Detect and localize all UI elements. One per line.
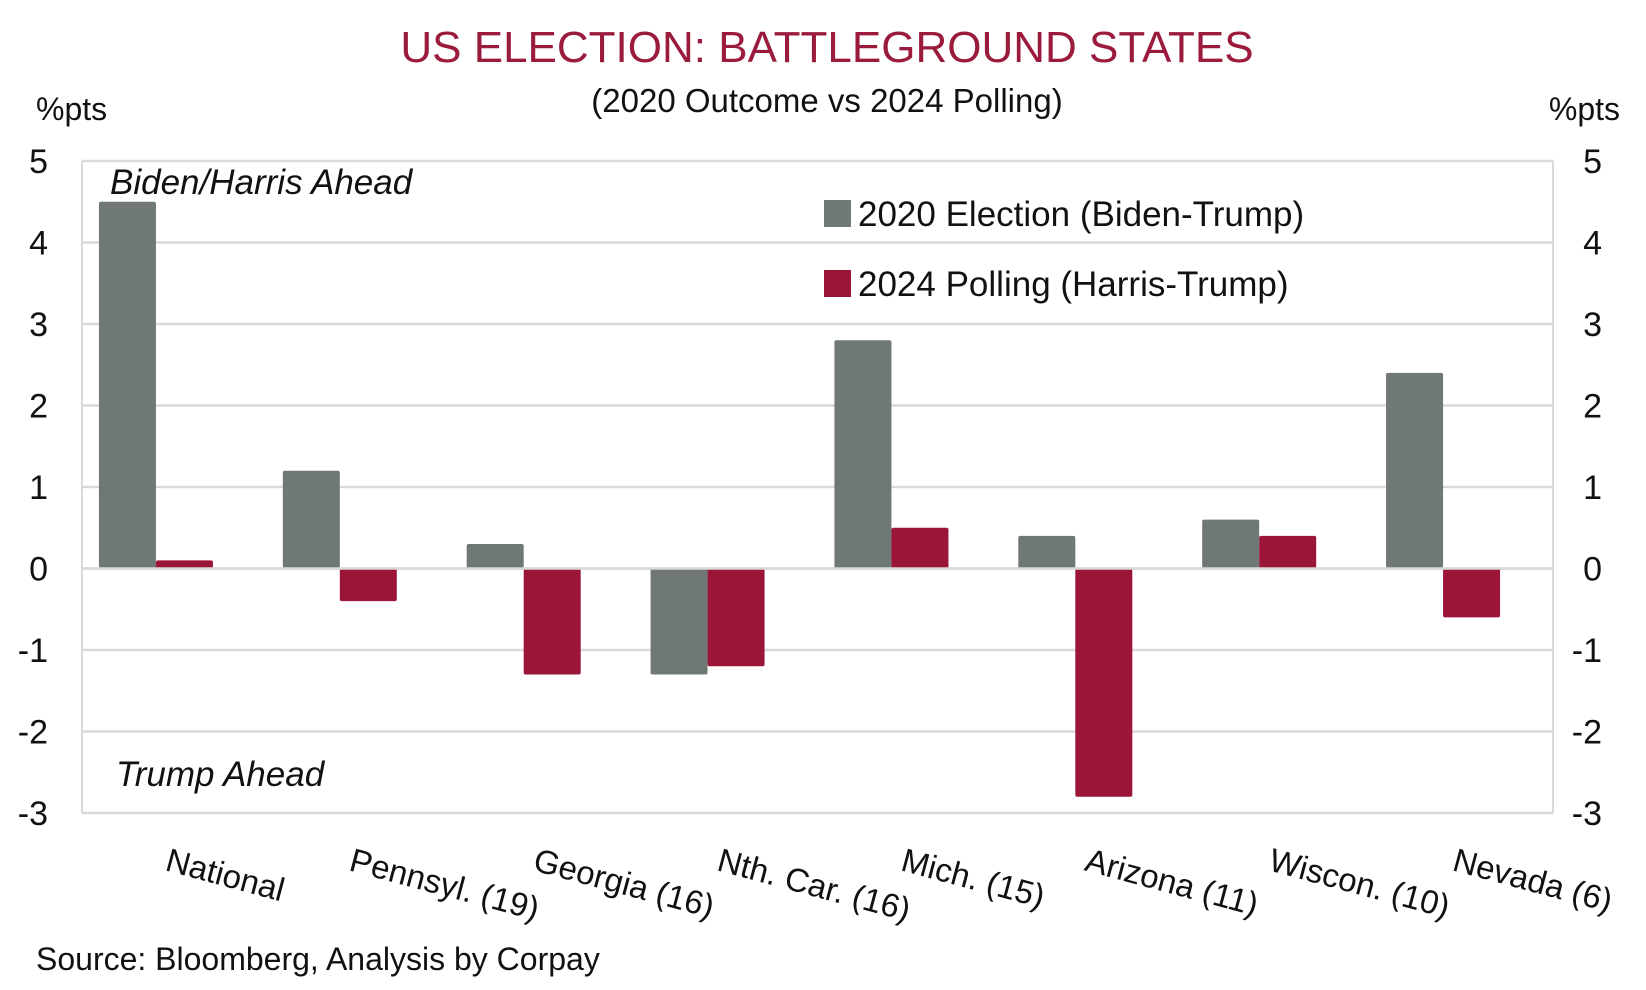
y-tick-label-right: 3 bbox=[1583, 306, 1602, 344]
bars bbox=[98, 201, 1501, 797]
bar-2024-polling-0 bbox=[155, 560, 213, 569]
annotation-biden-harris-ahead: Biden/Harris Ahead bbox=[110, 163, 414, 202]
y-tick-label-right: 4 bbox=[1583, 225, 1602, 263]
bar-2024-polling-5 bbox=[1075, 568, 1133, 797]
bar-2020-election-7 bbox=[1386, 372, 1444, 569]
right-y-axis-ticks: 5 4 3 2 1 0 -1 -2 -3 bbox=[1572, 143, 1602, 833]
x-category-label: Wiscon. (10) bbox=[1265, 841, 1453, 925]
y-tick-label-left: 1 bbox=[29, 469, 48, 507]
y-tick-label-right: -3 bbox=[1572, 795, 1602, 833]
x-category-label: National bbox=[162, 841, 289, 908]
bar-2020-election-6 bbox=[1202, 519, 1260, 569]
y-tick-label-left: -3 bbox=[18, 795, 48, 833]
bar-2020-election-3 bbox=[650, 568, 708, 675]
y-tick-label-right: 2 bbox=[1583, 388, 1602, 426]
y-tick-label-right: -2 bbox=[1572, 714, 1602, 752]
bar-2024-polling-6 bbox=[1259, 535, 1317, 569]
bar-2020-election-4 bbox=[834, 340, 892, 569]
y-tick-label-left: 0 bbox=[29, 551, 48, 589]
x-category-label: Nevada (6) bbox=[1449, 841, 1616, 919]
legend-label-2024-polling: 2024 Polling (Harris-Trump) bbox=[858, 265, 1289, 304]
legend: 2020 Election (Biden-Trump) 2024 Polling… bbox=[824, 195, 1304, 304]
x-category-label: Nth. Car. (16) bbox=[714, 841, 915, 928]
bar-2024-polling-1 bbox=[339, 568, 397, 602]
bar-2020-election-5 bbox=[1018, 535, 1076, 569]
y-tick-label-left: 3 bbox=[29, 306, 48, 344]
x-category-label: Mich. (15) bbox=[898, 841, 1049, 915]
left-axis-unit-label: %pts bbox=[36, 91, 107, 127]
chart-subtitle: (2020 Outcome vs 2024 Polling) bbox=[591, 82, 1062, 119]
legend-swatch-2020-election bbox=[824, 200, 851, 227]
bar-2020-election-2 bbox=[466, 544, 524, 569]
x-category-label: Arizona (11) bbox=[1082, 841, 1263, 923]
chart-title: US ELECTION: BATTLEGROUND STATES bbox=[400, 23, 1253, 72]
y-tick-label-right: 1 bbox=[1583, 469, 1602, 507]
y-tick-label-right: -1 bbox=[1572, 632, 1602, 670]
bar-2024-polling-2 bbox=[523, 568, 581, 675]
legend-swatch-2024-polling bbox=[824, 270, 851, 297]
y-tick-label-left: -2 bbox=[18, 714, 48, 752]
legend-label-2020-election: 2020 Election (Biden-Trump) bbox=[858, 195, 1304, 234]
y-tick-label-left: 2 bbox=[29, 388, 48, 426]
y-tick-label-left: 5 bbox=[29, 143, 48, 181]
y-tick-label-right: 0 bbox=[1583, 551, 1602, 589]
annotation-trump-ahead: Trump Ahead bbox=[116, 755, 326, 794]
bar-2024-polling-3 bbox=[707, 568, 765, 667]
x-category-label: Georgia (16) bbox=[530, 841, 719, 925]
x-category-label: Pennsyl. (19) bbox=[346, 841, 543, 927]
y-tick-label-left: 4 bbox=[29, 225, 48, 263]
x-axis-category-labels: National Pennsyl. (19)Georgia (16)Nth. Ca… bbox=[162, 841, 1616, 928]
bar-2024-polling-7 bbox=[1443, 568, 1501, 618]
bar-2020-election-1 bbox=[282, 470, 340, 569]
y-tick-label-right: 5 bbox=[1583, 143, 1602, 181]
bar-2024-polling-4 bbox=[891, 527, 949, 569]
source-note: Source: Bloomberg, Analysis by Corpay bbox=[36, 941, 600, 977]
y-tick-label-left: -1 bbox=[18, 632, 48, 670]
left-y-axis-ticks: 5 4 3 2 1 0 -1 -2 -3 bbox=[18, 143, 48, 833]
right-axis-unit-label: %pts bbox=[1549, 91, 1620, 127]
bar-2020-election-0 bbox=[98, 201, 156, 569]
